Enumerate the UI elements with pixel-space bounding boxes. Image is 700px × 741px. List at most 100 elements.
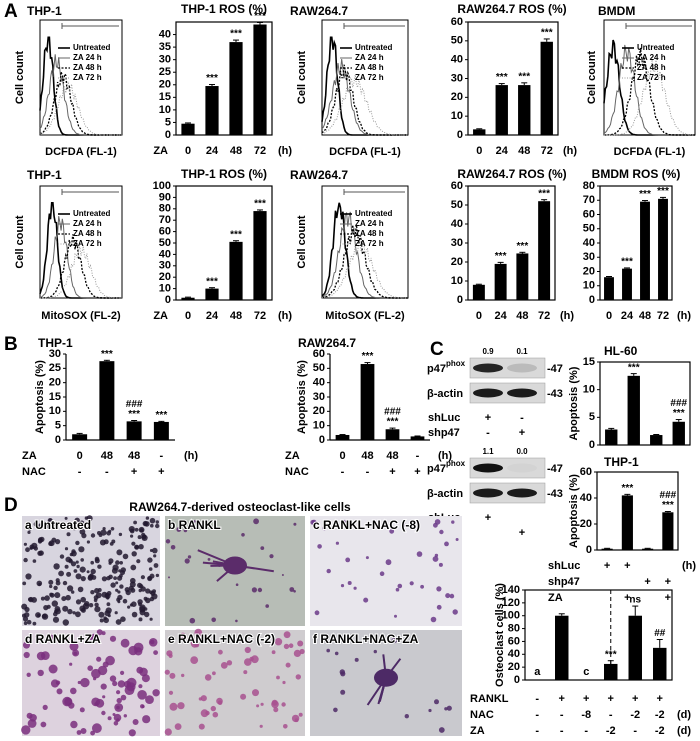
unit-label: (d) bbox=[677, 709, 691, 721]
chart-title: BMDM ROS (%) bbox=[592, 167, 681, 181]
row-label: NAC bbox=[22, 466, 46, 478]
category-label: 72 bbox=[254, 145, 266, 157]
band-size: -47 bbox=[547, 463, 563, 475]
significance-label: *** bbox=[628, 362, 640, 373]
cell-blob bbox=[90, 560, 94, 565]
cell-blob bbox=[115, 588, 119, 592]
cell-blob bbox=[190, 656, 199, 664]
cell-blob bbox=[314, 610, 320, 616]
y-tick-label: 0 bbox=[319, 434, 325, 446]
cell-blob bbox=[138, 602, 142, 607]
plot-frame bbox=[596, 471, 679, 551]
cell-blob bbox=[283, 631, 291, 639]
cell-blob bbox=[216, 697, 223, 705]
cell-blob bbox=[434, 553, 439, 558]
y-tick-label: 30 bbox=[159, 260, 171, 272]
band-label: p47phox bbox=[427, 359, 466, 375]
y-tick-label: 70 bbox=[159, 214, 171, 226]
cell-blob bbox=[260, 546, 265, 550]
flow-x-label: DCFDA (FL-1) bbox=[45, 146, 117, 158]
cell-blob bbox=[76, 730, 82, 735]
cell-blob bbox=[152, 589, 156, 594]
bar bbox=[205, 288, 219, 300]
legend-label: Untreated bbox=[637, 43, 674, 52]
bar bbox=[385, 429, 400, 440]
y-tick-label: 120 bbox=[502, 597, 520, 609]
micrograph-title: RAW264.7-derived osteoclast-like cells bbox=[129, 500, 351, 514]
cell-blob bbox=[80, 596, 86, 603]
cell-blob bbox=[273, 707, 279, 713]
cell-blob bbox=[64, 564, 69, 569]
blot-band bbox=[507, 388, 537, 398]
cell-blob bbox=[444, 541, 449, 547]
legend-label: ZA 48 h bbox=[637, 63, 666, 72]
significance-label: *** bbox=[605, 649, 617, 660]
cell-blob bbox=[101, 710, 106, 716]
bar bbox=[628, 615, 642, 680]
y-tick-label: 10 bbox=[451, 110, 463, 122]
bar bbox=[99, 361, 115, 440]
bar bbox=[472, 284, 485, 300]
cell-blob bbox=[55, 539, 61, 545]
blot-band bbox=[473, 363, 503, 373]
cell-blob bbox=[436, 604, 442, 610]
cell-blob bbox=[235, 619, 238, 623]
flow-y-label: Cell count bbox=[586, 51, 598, 105]
y-tick-label: 70 bbox=[583, 194, 595, 206]
cell-blob bbox=[153, 554, 157, 558]
flow-title: RAW264.7 bbox=[290, 168, 348, 182]
cell-blob bbox=[244, 646, 251, 654]
bar bbox=[604, 277, 614, 300]
significance-label: *** bbox=[101, 349, 113, 360]
bar bbox=[658, 198, 668, 300]
cell-blob bbox=[269, 554, 274, 559]
cell-blob bbox=[96, 656, 102, 662]
category-label: 48 bbox=[128, 450, 140, 462]
cell-blob bbox=[198, 723, 205, 730]
cell-blob bbox=[152, 689, 160, 697]
bar bbox=[229, 241, 243, 300]
y-tick-label: 80 bbox=[159, 203, 171, 215]
cell-blob bbox=[102, 695, 106, 699]
cell-blob bbox=[58, 570, 64, 577]
band-name: β-actin bbox=[427, 488, 463, 500]
legend-label: Untreated bbox=[355, 209, 392, 218]
cell-blob bbox=[80, 607, 86, 613]
cell-blob bbox=[140, 575, 145, 580]
cell-blob bbox=[27, 525, 33, 531]
y-tick-label: 60 bbox=[508, 635, 520, 647]
cell-blob bbox=[102, 527, 106, 531]
cell-blob bbox=[249, 656, 254, 662]
y-tick-label: 0 bbox=[514, 674, 520, 686]
cell-blob bbox=[184, 558, 190, 564]
cell-blob bbox=[109, 635, 117, 642]
flow-y-label: Cell count bbox=[14, 215, 26, 269]
condition-value: - bbox=[486, 427, 490, 439]
cell-blob bbox=[256, 704, 260, 708]
category-label: -2 bbox=[630, 709, 640, 721]
cell-blob bbox=[139, 667, 148, 677]
y-tick-label: 10 bbox=[583, 384, 595, 396]
cell-blob bbox=[218, 649, 223, 655]
cell-blob bbox=[48, 541, 53, 546]
significance-label: *** bbox=[206, 73, 218, 84]
y-tick-label: 80 bbox=[508, 622, 520, 634]
cell-blob bbox=[257, 587, 263, 593]
cell-blob bbox=[430, 616, 437, 623]
cell-blob bbox=[297, 640, 304, 647]
bar-label: f bbox=[658, 666, 662, 678]
band-size: -47 bbox=[547, 363, 563, 375]
cell-blob bbox=[148, 567, 153, 571]
y-tick-label: 40 bbox=[580, 492, 592, 504]
cell-blob bbox=[105, 592, 109, 597]
cell-blob bbox=[47, 518, 53, 523]
band-name: β-actin bbox=[427, 388, 463, 400]
bar bbox=[518, 85, 531, 135]
y-tick-label: 60 bbox=[159, 226, 171, 238]
significance-label: *** bbox=[387, 417, 399, 428]
category-label: + bbox=[657, 693, 663, 705]
category-label: 24 bbox=[206, 145, 219, 157]
cell-blob bbox=[147, 575, 153, 582]
bar bbox=[621, 495, 633, 550]
band-name: p47 bbox=[427, 363, 446, 375]
